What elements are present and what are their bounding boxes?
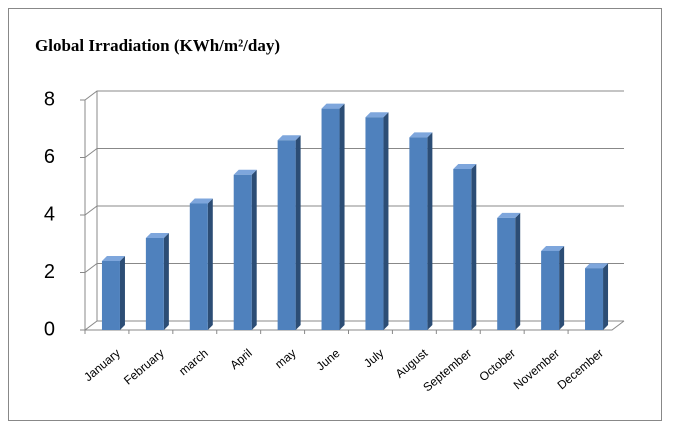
chart-title: Global Irradiation (KWh/m²/day) — [35, 36, 280, 55]
bar-top — [233, 169, 257, 175]
bar-top — [365, 112, 389, 118]
bar-side — [603, 263, 609, 330]
bar-top — [453, 164, 477, 169]
grid-line — [80, 205, 624, 216]
bar-side — [339, 103, 345, 330]
bar-side — [427, 132, 433, 330]
bar-side — [295, 135, 301, 330]
bar — [189, 203, 208, 330]
bar — [233, 174, 252, 330]
y-tick-label: 6 — [44, 146, 55, 168]
bar-top — [541, 245, 565, 251]
bar — [321, 108, 340, 330]
bar-side — [515, 212, 521, 330]
bar-top — [409, 132, 433, 138]
y-tick-label: 4 — [44, 203, 55, 225]
bar — [101, 261, 120, 330]
bar-side — [383, 112, 389, 330]
grid-line — [80, 90, 624, 101]
bar-top — [189, 198, 213, 204]
bar — [541, 250, 560, 330]
grid-line — [80, 148, 624, 158]
bar — [277, 140, 296, 330]
bar-top — [321, 103, 345, 109]
bar — [585, 268, 604, 330]
grid-line — [80, 320, 624, 331]
bar-side — [119, 256, 125, 330]
bar-side — [559, 245, 565, 330]
bar-side — [251, 169, 257, 330]
bar-top — [101, 256, 125, 261]
bar-top — [585, 263, 609, 269]
bar-side — [471, 164, 477, 330]
bar-side — [207, 198, 213, 330]
bar — [365, 117, 384, 330]
y-tick-label: 2 — [44, 261, 55, 283]
bar — [145, 238, 164, 330]
bar — [453, 169, 472, 330]
y-tick-label: 8 — [44, 88, 55, 110]
bar-top — [145, 233, 169, 238]
bar — [497, 217, 516, 330]
bar-top — [277, 135, 301, 141]
bar-side — [163, 233, 169, 330]
bar-top — [497, 212, 521, 218]
y-tick-label: 0 — [44, 318, 55, 340]
bar — [409, 137, 428, 330]
grid-line — [80, 263, 624, 273]
